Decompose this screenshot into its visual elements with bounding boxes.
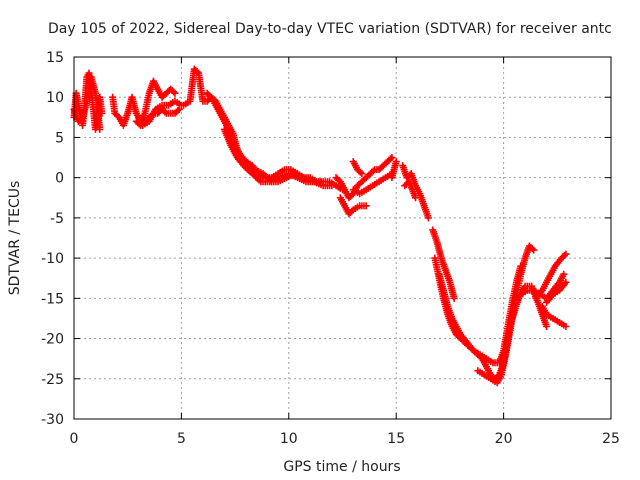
data-point xyxy=(562,322,570,330)
axis-ticks: 0 5 10 15 20 25 -30 -25 -20 -15 -10 -5 0 5 10 15 xyxy=(41,50,620,447)
y-tick-label: -20 xyxy=(41,332,64,348)
data-point xyxy=(193,68,201,76)
data-point xyxy=(174,107,182,115)
y-tick-label: -30 xyxy=(41,412,64,428)
data-point xyxy=(348,207,356,215)
data-point xyxy=(362,202,370,210)
y-tick-label: -15 xyxy=(41,291,64,307)
data-point xyxy=(171,89,179,97)
data-point xyxy=(356,168,364,176)
data-point xyxy=(358,170,366,178)
data-point xyxy=(562,250,570,258)
x-tick-label: 10 xyxy=(280,431,298,447)
data-point xyxy=(560,270,568,278)
y-axis-label: SDTVAR / TECUs xyxy=(7,181,23,296)
y-tick-label: -25 xyxy=(41,372,64,388)
data-point xyxy=(317,178,325,186)
data-point xyxy=(412,194,420,202)
y-tick-label: 5 xyxy=(55,130,64,146)
y-tick-label: 15 xyxy=(46,50,64,66)
data-point xyxy=(161,108,169,116)
data-point xyxy=(369,167,377,175)
x-axis-label: GPS time / hours xyxy=(283,459,400,475)
data-point xyxy=(450,294,458,302)
data-point xyxy=(560,251,568,259)
data-point xyxy=(328,182,336,190)
y-tick-label: 0 xyxy=(55,171,64,187)
y-tick-label: 10 xyxy=(46,90,64,106)
y-tick-label: -10 xyxy=(41,251,64,267)
x-tick-label: 25 xyxy=(602,431,620,447)
data-point xyxy=(517,262,525,270)
data-points xyxy=(70,65,570,387)
data-point xyxy=(543,322,551,330)
x-tick-label: 20 xyxy=(495,431,513,447)
data-point xyxy=(562,278,570,286)
data-point xyxy=(530,246,538,254)
x-tick-label: 15 xyxy=(387,431,405,447)
data-point xyxy=(424,214,432,222)
chart-title: Day 105 of 2022, Sidereal Day-to-day VTE… xyxy=(48,21,612,37)
plot-frame xyxy=(73,56,612,420)
data-point xyxy=(170,88,178,96)
data-point xyxy=(386,155,394,163)
x-tick-label: 0 xyxy=(70,431,79,447)
data-point xyxy=(392,158,400,166)
y-tick-label: -5 xyxy=(50,211,64,227)
data-point xyxy=(388,154,396,162)
x-tick-label: 5 xyxy=(177,431,186,447)
data-point xyxy=(528,245,536,253)
data-point xyxy=(96,125,104,133)
